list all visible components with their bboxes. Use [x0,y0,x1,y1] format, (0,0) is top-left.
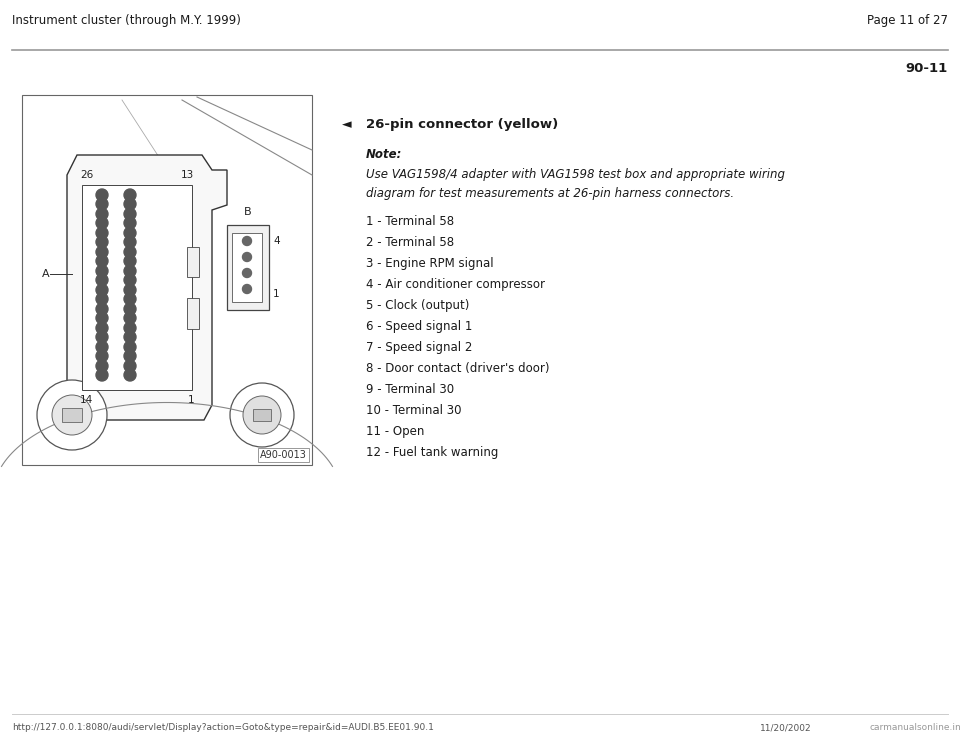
Circle shape [124,227,136,239]
Text: Instrument cluster (through M.Y. 1999): Instrument cluster (through M.Y. 1999) [12,14,241,27]
Circle shape [96,274,108,286]
Circle shape [124,360,136,372]
Circle shape [96,208,108,220]
Circle shape [96,265,108,277]
Circle shape [124,350,136,362]
Text: 1: 1 [273,289,279,299]
Circle shape [124,331,136,343]
Circle shape [124,322,136,334]
Text: 9 - Terminal 30: 9 - Terminal 30 [366,383,454,396]
Circle shape [37,380,107,450]
Polygon shape [67,155,227,420]
Circle shape [124,236,136,248]
Circle shape [96,312,108,324]
Circle shape [96,198,108,210]
Text: Use VAG1598/4 adapter with VAG1598 test box and appropriate wiring
diagram for t: Use VAG1598/4 adapter with VAG1598 test … [366,168,785,200]
Text: Note:: Note: [366,148,402,161]
Text: 11 - Open: 11 - Open [366,425,424,438]
Bar [22,95,312,465]
Circle shape [243,237,252,246]
Circle shape [96,227,108,239]
Circle shape [96,331,108,343]
Circle shape [124,303,136,315]
Circle shape [124,312,136,324]
Circle shape [124,198,136,210]
Text: 10 - Terminal 30: 10 - Terminal 30 [366,404,462,417]
Circle shape [243,396,281,434]
Circle shape [96,293,108,305]
Bar [187,298,199,329]
Text: 7 - Speed signal 2: 7 - Speed signal 2 [366,341,472,354]
Circle shape [96,189,108,201]
Circle shape [124,246,136,258]
Circle shape [124,217,136,229]
Circle shape [124,341,136,353]
Circle shape [96,217,108,229]
Bar [187,246,199,278]
Bar [253,409,271,421]
Text: B: B [244,207,252,217]
Text: http://127.0.0.1:8080/audi/servlet/Display?action=Goto&type=repair&id=AUDI.B5.EE: http://127.0.0.1:8080/audi/servlet/Displ… [12,723,434,732]
Bar [227,225,269,310]
Text: 11/20/2002: 11/20/2002 [760,723,811,732]
Circle shape [124,208,136,220]
Text: 14: 14 [80,395,93,405]
Bar [232,233,262,302]
Circle shape [96,341,108,353]
Text: 90-11: 90-11 [905,62,948,75]
Text: 4 - Air conditioner compressor: 4 - Air conditioner compressor [366,278,545,291]
Circle shape [243,269,252,278]
Circle shape [96,360,108,372]
Text: A: A [42,269,50,279]
Text: 1: 1 [187,395,194,405]
Text: 6 - Speed signal 1: 6 - Speed signal 1 [366,320,472,333]
Bar [62,408,82,422]
Text: 12 - Fuel tank warning: 12 - Fuel tank warning [366,446,498,459]
Text: 3 - Engine RPM signal: 3 - Engine RPM signal [366,257,493,270]
Text: 13: 13 [180,170,194,180]
Text: A90-0013: A90-0013 [260,450,307,460]
Circle shape [124,369,136,381]
Text: 5 - Clock (output): 5 - Clock (output) [366,299,469,312]
Circle shape [124,255,136,267]
Circle shape [96,255,108,267]
Bar [82,185,192,390]
Circle shape [52,395,92,435]
Text: 1 - Terminal 58: 1 - Terminal 58 [366,215,454,228]
Text: 4: 4 [273,236,279,246]
Text: carmanualsonline.info: carmanualsonline.info [870,723,960,732]
Text: ◄: ◄ [342,118,351,131]
Circle shape [124,274,136,286]
Circle shape [96,246,108,258]
Circle shape [96,236,108,248]
Circle shape [124,189,136,201]
Circle shape [96,303,108,315]
Text: Page 11 of 27: Page 11 of 27 [867,14,948,27]
Circle shape [96,284,108,296]
Circle shape [96,350,108,362]
Text: 26-pin connector (yellow): 26-pin connector (yellow) [366,118,559,131]
Circle shape [96,369,108,381]
Circle shape [124,284,136,296]
Circle shape [243,284,252,294]
Circle shape [96,322,108,334]
Text: 26: 26 [80,170,93,180]
Text: 8 - Door contact (driver's door): 8 - Door contact (driver's door) [366,362,549,375]
Circle shape [230,383,294,447]
Circle shape [124,293,136,305]
Circle shape [243,252,252,261]
Circle shape [124,265,136,277]
Text: 2 - Terminal 58: 2 - Terminal 58 [366,236,454,249]
